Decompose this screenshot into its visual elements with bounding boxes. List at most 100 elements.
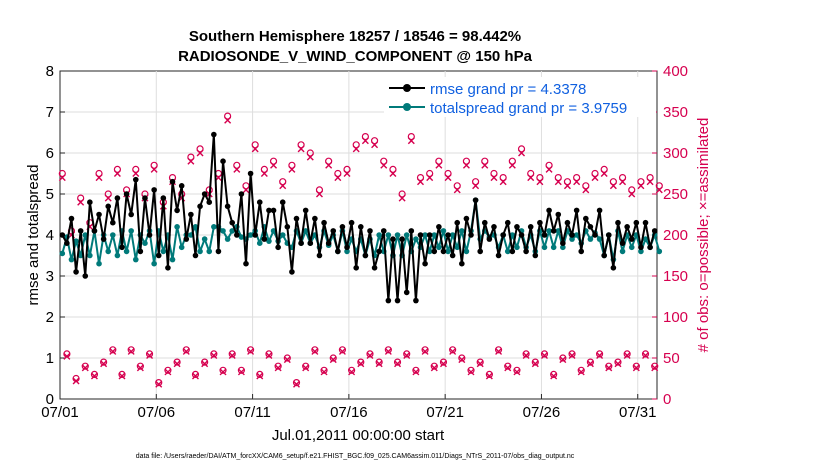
rmse-point bbox=[142, 195, 148, 201]
obs-assimilated-stroke bbox=[270, 161, 278, 169]
rmse-point bbox=[289, 269, 295, 275]
rmse-point bbox=[436, 224, 442, 230]
y-right-tick-label: 250 bbox=[663, 186, 688, 203]
rmse-line bbox=[61, 133, 656, 302]
totalspread-point bbox=[573, 232, 580, 238]
obs-assimilated-point bbox=[531, 360, 539, 368]
rmse-point bbox=[583, 215, 589, 222]
obs-assimilated-stroke bbox=[100, 360, 108, 368]
rmse-point bbox=[472, 197, 479, 203]
totalspread-point bbox=[229, 228, 236, 234]
obs-assimilated-stroke bbox=[458, 356, 466, 364]
obs-assimilated-point bbox=[265, 352, 273, 360]
obs-possible-point bbox=[637, 178, 645, 186]
obs-assimilated-stroke bbox=[361, 137, 369, 145]
obs-possible-point bbox=[196, 145, 204, 153]
totalspread-point bbox=[201, 236, 208, 242]
totalspread-point bbox=[403, 232, 410, 238]
obs-assimilated-stroke bbox=[146, 352, 154, 360]
obs-possible-point bbox=[334, 169, 342, 178]
y-tick-label: 7 bbox=[46, 104, 54, 121]
y-right-tick-label: 0 bbox=[663, 391, 671, 408]
obs-possible-point bbox=[113, 165, 122, 173]
totalspread-point bbox=[220, 228, 226, 234]
obs-assimilated-point bbox=[435, 161, 443, 169]
rmse-point bbox=[596, 207, 603, 214]
obs-assimilated-point bbox=[146, 352, 154, 360]
obs-possible-point bbox=[210, 350, 218, 358]
obs-assimilated-point bbox=[394, 360, 402, 368]
obs-assimilated-point bbox=[430, 364, 438, 372]
obs-possible-point bbox=[233, 161, 241, 169]
rmse-point bbox=[348, 219, 355, 226]
obs-assimilated-stroke bbox=[58, 174, 66, 182]
obs-possible-point bbox=[182, 346, 190, 354]
obs-assimilated-stroke bbox=[173, 360, 181, 368]
obs-assimilated-point bbox=[632, 364, 640, 372]
obs-possible-point bbox=[150, 161, 158, 169]
obs-assimilated-point bbox=[260, 170, 268, 177]
obs-assimilated-stroke bbox=[513, 368, 521, 376]
obs-assimilated-stroke bbox=[499, 178, 507, 186]
obs-possible-point bbox=[274, 362, 282, 370]
obs-assimilated-stroke bbox=[559, 356, 567, 364]
obs-assimilated-point bbox=[568, 352, 576, 360]
obs-assimilated-stroke bbox=[655, 186, 663, 194]
y-tick-label: 2 bbox=[46, 309, 54, 326]
rmse-point bbox=[73, 269, 79, 275]
obs-assimilated-point bbox=[247, 347, 255, 355]
obs-assimilated-stroke bbox=[315, 190, 323, 198]
obs-assimilated-point bbox=[283, 356, 291, 364]
obs-assimilated-point bbox=[550, 372, 558, 380]
rmse-point bbox=[390, 236, 396, 242]
obs-assimilated-stroke bbox=[586, 360, 594, 368]
obs-possible-point bbox=[361, 133, 369, 141]
obs-possible-point bbox=[618, 174, 627, 182]
obs-assimilated-point bbox=[361, 137, 369, 145]
rmse-point bbox=[481, 219, 488, 226]
obs-possible-point bbox=[472, 178, 480, 186]
totalspread-point bbox=[87, 252, 93, 259]
obs-possible-point bbox=[164, 366, 172, 374]
obs-assimilated-stroke bbox=[403, 352, 411, 360]
obs-possible-point bbox=[279, 178, 287, 186]
obs-possible-point bbox=[582, 182, 590, 190]
obs-possible-point bbox=[201, 358, 209, 366]
rmse-point bbox=[592, 232, 598, 238]
obs-possible-point bbox=[600, 165, 608, 173]
totalspread-point bbox=[160, 248, 167, 255]
obs-possible-point bbox=[338, 346, 347, 354]
obs-assimilated-point bbox=[600, 170, 608, 177]
y-right-tick-label: 150 bbox=[663, 268, 688, 285]
obs-possible-point bbox=[412, 366, 420, 374]
obs-assimilated-point bbox=[573, 178, 581, 186]
obs-assimilated-point bbox=[412, 368, 420, 376]
obs-assimilated-point bbox=[417, 178, 424, 186]
obs-assimilated-point bbox=[476, 360, 484, 368]
rmse-point bbox=[110, 219, 116, 226]
obs-possible-point bbox=[90, 370, 99, 378]
obs-assimilated-point bbox=[270, 161, 278, 169]
totalspread-point bbox=[422, 232, 428, 238]
obs-assimilated-stroke bbox=[219, 368, 227, 376]
obs-possible-point bbox=[269, 157, 278, 165]
rmse-point bbox=[229, 219, 236, 226]
rmse-point bbox=[114, 195, 121, 201]
obs-assimilated-point bbox=[490, 174, 498, 182]
obs-assimilated-point bbox=[472, 182, 480, 190]
x-tick-label: 07/16 bbox=[330, 404, 368, 421]
rmse-point bbox=[477, 248, 483, 255]
obs-assimilated-point bbox=[527, 174, 535, 182]
obs-assimilated-point bbox=[545, 165, 553, 173]
obs-assimilated-stroke bbox=[449, 347, 457, 355]
y-axis-label: rmse and totalspread bbox=[25, 165, 42, 306]
obs-possible-point bbox=[591, 169, 599, 178]
obs-assimilated-stroke bbox=[343, 170, 351, 177]
obs-assimilated-point bbox=[453, 186, 461, 194]
obs-assimilated-stroke bbox=[453, 186, 461, 194]
obs-assimilated-point bbox=[150, 165, 158, 173]
rmse-point bbox=[486, 236, 493, 242]
rmse-point bbox=[312, 215, 318, 222]
obs-assimilated-point bbox=[297, 145, 305, 153]
obs-assimilated-point bbox=[155, 380, 163, 388]
